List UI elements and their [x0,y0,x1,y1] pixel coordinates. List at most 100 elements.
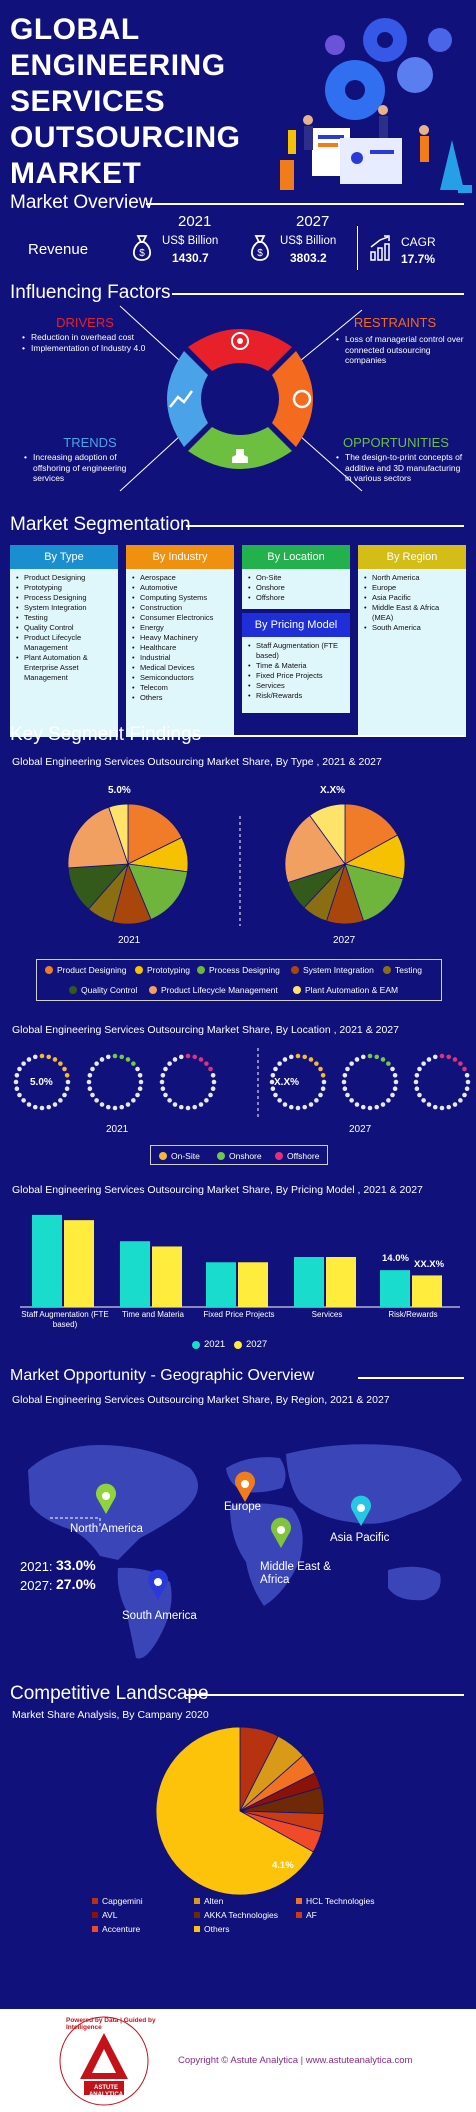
copyright-text[interactable]: Copyright © Astute Analytica | www.astut… [178,2055,413,2066]
ring-dot [277,1098,282,1103]
ring-dot [314,1061,319,1066]
north-america-shape [28,1445,198,1560]
ring-dot [167,1061,172,1066]
bar [152,1246,182,1307]
pie-year-label: 2027 [333,935,356,946]
restraints-title: RESTRAINTS [353,315,437,330]
data-label: X.X% [320,785,346,796]
x-tick-label: Fixed Price Projects [203,1310,275,1319]
ring-dot [439,1105,445,1111]
ring-dot [321,1079,327,1085]
ring-dot [163,1092,168,1098]
ring-dot [178,1054,184,1060]
ring-dot [131,1061,136,1066]
list-item: System Integration [16,603,113,613]
data-label: 14.0% [382,1253,409,1264]
list-item: Testing [16,613,113,623]
ring-dot [65,1079,71,1085]
ring-dot [390,1066,395,1072]
influencing-factors-title: Influencing Factors [10,282,171,303]
ring-dot [464,1072,470,1078]
legend-item: AVL [102,1910,118,1920]
ring-dot [58,1098,63,1103]
legend-item: Product Designing [57,965,127,975]
list-item: South America [364,623,461,633]
pie-slice [344,803,399,865]
list-item: Aerospace [132,573,229,583]
x-tick-label: Time and Materia [122,1310,184,1319]
ring-dot [192,1054,198,1060]
ring-dot [167,1098,172,1103]
list-item: Europe [364,583,461,593]
ring-dot [210,1072,216,1078]
list-item: Reduction in overhead cost [22,332,162,343]
world-map [28,1444,462,1659]
ring-chart-by-location [13,1048,471,1120]
legend-by-type: Product Designing Prototyping Process De… [36,959,442,1001]
pie-slice [284,814,346,884]
ring-dot [417,1066,422,1072]
ring-dot [465,1079,471,1085]
ring-dot [21,1061,26,1066]
bar [206,1262,236,1307]
ring-dot [458,1061,463,1066]
bar [380,1270,410,1307]
ring-dot [426,1102,432,1107]
legend-item: AKKA Technologies [204,1910,279,1920]
gear-icon [231,332,249,350]
pie-slice [155,1726,314,1895]
legend-swatch [197,966,205,974]
ring-dot [392,1086,398,1092]
list-item: Increasing adoption of offshoring of eng… [24,452,154,484]
ring-dot [112,1053,118,1059]
list-item: Implementation of Industry 4.0 [22,343,162,354]
ring-dot [198,1057,204,1062]
list-item: Others [132,693,229,703]
ring-dot [208,1092,213,1098]
ring-dot [282,1057,288,1062]
trophy-icon [232,449,248,463]
ring-dot [342,1086,348,1092]
ring-dot [14,1086,20,1092]
region-stat-2027-value: 27.0% [56,1576,96,1592]
ring-dot [32,1104,38,1110]
region-label-south-america: South America [122,1610,197,1622]
europe-shape [226,1457,286,1493]
list-item: Product Designing [16,573,113,583]
ring-dot [131,1098,136,1103]
bar [326,1257,356,1307]
list-item: Fixed Price Projects [248,671,345,681]
legend-item: Plant Automation & EAM [305,985,399,995]
cagr-label: CAGR [401,235,436,249]
ring-dot [452,1102,458,1107]
ring-dot [393,1079,399,1085]
ring-dot [349,1098,354,1103]
ring-dot [295,1053,301,1059]
ring-dot [302,1104,308,1110]
bar-chart-by-pricing [20,1214,460,1308]
legend-item: Alten [204,1896,224,1906]
ring-dot [39,1105,45,1111]
list-item: On-Site [248,573,345,583]
legend-swatch [275,1152,283,1160]
map-pin-icon [96,1483,116,1514]
list-item: The design-to-print concepts of additive… [336,452,466,484]
x-tick-label: Staff Augmentation (FTE based) [21,1310,109,1329]
ring-dot [137,1086,143,1092]
legend-item: On-Site [171,1151,200,1161]
header-illustration [280,18,472,193]
list-item: Heavy Machinery [132,633,229,643]
list-item: Healthcare [132,643,229,653]
ring-dot [414,1086,420,1092]
ring-dot [14,1072,20,1078]
legend-swatch [194,1926,200,1932]
segment-by-industry: By Industry Aerospace Automotive Computi… [126,545,234,737]
list-item: Asia Pacific [364,593,461,603]
ring-dot [21,1098,26,1103]
list-item: Risk/Rewards [248,691,345,701]
ring-dot [119,1104,125,1110]
geo-chart-title: Global Engineering Services Outsourcing … [12,1394,390,1406]
ring-dot [386,1098,391,1103]
revenue-label: Revenue [28,241,89,258]
ring-dot [302,1054,308,1060]
